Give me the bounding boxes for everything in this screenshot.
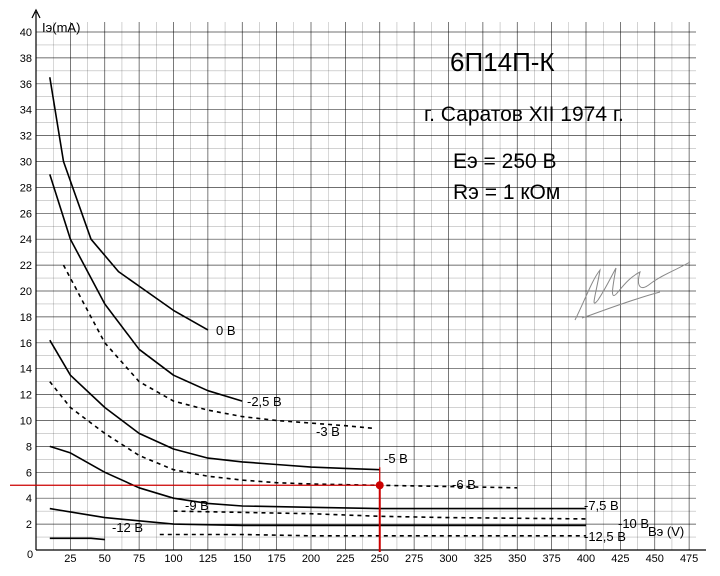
supply-voltage-label: Eэ = 250 В — [453, 150, 557, 173]
x-tick-label: 75 — [133, 553, 145, 565]
series-curve — [49, 445, 586, 510]
series-curve — [159, 533, 586, 537]
y-tick-label: 18 — [20, 312, 32, 324]
series-curve — [49, 381, 518, 489]
y-axis-arrow — [31, 8, 41, 19]
x-tick-label: 275 — [405, 553, 423, 565]
x-tick-label: 50 — [99, 553, 111, 565]
x-tick-label: 300 — [439, 553, 457, 565]
series-label: -6 В — [452, 477, 476, 492]
load-resistance-label: Rэ = 1 кОм — [453, 181, 560, 204]
grid — [35, 22, 696, 550]
series-label: -2,5 В — [247, 394, 282, 409]
axes: 0 25 50 75 100 125 150 175 200 225 250 275 300 325 350… — [20, 8, 706, 565]
x-tick-label: 150 — [233, 553, 251, 565]
series-curve — [173, 510, 587, 520]
y-tick-label: 34 — [20, 105, 32, 117]
series-curve — [49, 174, 243, 402]
chart-title: 6П14П-К — [450, 47, 555, 77]
y-tick-label: 10 — [20, 416, 32, 428]
series-curve — [49, 77, 209, 331]
series-label: -9 В — [185, 498, 209, 513]
y-tick-label: 36 — [20, 79, 32, 91]
series-label: -12 В — [112, 520, 143, 535]
x-tick-label: 100 — [164, 553, 182, 565]
y-tick-label: 38 — [20, 53, 32, 65]
series-curve — [62, 264, 373, 430]
y-tick-label: 12 — [20, 390, 32, 402]
chart-subtitle: г. Саратов XII 1974 г. — [424, 103, 624, 126]
x-tick-label: 425 — [611, 553, 629, 565]
series-curve — [49, 507, 586, 527]
series-curve — [49, 339, 380, 471]
x-tick-label: 325 — [474, 553, 492, 565]
y-tick-label: 26 — [20, 208, 32, 220]
series-label: -10 В — [618, 516, 649, 531]
y-tick-label: 16 — [20, 338, 32, 350]
signature-scribble — [574, 261, 691, 321]
y-tick-label: 32 — [20, 131, 32, 143]
operating-point-marker — [375, 481, 384, 490]
y-tick-label: 22 — [20, 260, 32, 272]
x-tick-label: 0 — [27, 549, 33, 561]
y-tick-label: 40 — [20, 27, 32, 39]
series-group: 0 В -2,5 В -3 В -5 В -6 В -7,5 В -9 В -10 В -12 … — [49, 77, 649, 544]
x-tick-label: 200 — [302, 553, 320, 565]
y-tick-label: 20 — [20, 286, 32, 298]
y-tick-label: 24 — [20, 234, 32, 246]
series-label: -12,5 В — [584, 529, 626, 544]
x-tick-label: 450 — [646, 553, 664, 565]
y-tick-label: 14 — [20, 364, 32, 376]
y-tick-label: 2 — [26, 519, 32, 531]
y-tick-label: 8 — [26, 441, 32, 453]
x-tick-label: 375 — [542, 553, 560, 565]
x-axis-label: Bэ (V) — [648, 524, 684, 539]
operating-point-group — [10, 467, 384, 552]
x-tick-label: 225 — [336, 553, 354, 565]
x-tick-label: 400 — [577, 553, 595, 565]
x-tick-label: 350 — [508, 553, 526, 565]
series-label: 0 В — [216, 323, 236, 338]
annotations: 6П14П-К г. Саратов XII 1974 г. Eэ = 250 … — [424, 47, 691, 321]
x-tick-label: 25 — [64, 553, 76, 565]
series-label: -5 В — [384, 451, 408, 466]
series-label: -3 В — [316, 424, 340, 439]
y-axis-label: Iэ(mA) — [42, 20, 80, 35]
series-label: -7,5 В — [584, 498, 619, 513]
series-curve — [49, 537, 105, 541]
x-tick-label: 175 — [267, 553, 285, 565]
x-tick-label: 250 — [371, 553, 389, 565]
y-tick-label: 28 — [20, 182, 32, 194]
y-tick-label: 30 — [20, 157, 32, 169]
y-tick-label: 4 — [26, 493, 32, 505]
y-tick-label: 6 — [26, 467, 32, 479]
x-tick-label: 475 — [680, 553, 698, 565]
x-tick-label: 125 — [199, 553, 217, 565]
